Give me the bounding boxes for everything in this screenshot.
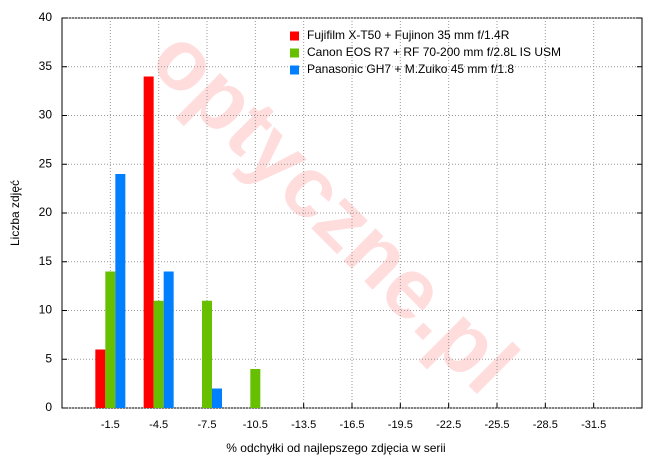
bar [163, 271, 174, 408]
y-tick-label: 20 [39, 205, 53, 219]
legend-label: Panasonic GH7 + M.Zuiko 45 mm f/1.8 [307, 62, 514, 76]
x-tick-label: -16.5 [339, 419, 364, 431]
legend-swatch [290, 65, 299, 75]
bar [143, 76, 154, 408]
bar [153, 300, 164, 408]
bar [250, 369, 261, 408]
y-tick-label: 40 [39, 10, 53, 24]
x-tick-label: -22.5 [436, 419, 461, 431]
bar [202, 300, 212, 408]
y-tick-label: 5 [45, 351, 52, 365]
bar [115, 174, 126, 408]
x-tick-label: -1.5 [101, 419, 120, 431]
y-tick-label: 25 [39, 156, 53, 170]
x-tick-label: -7.5 [198, 419, 217, 431]
x-tick-label: -31.5 [581, 419, 606, 431]
bar [212, 388, 222, 408]
legend-label: Canon EOS R7 + RF 70-200 mm f/2.8L IS US… [307, 45, 561, 59]
x-axis-title: % odchyłki od najlepszego zdjęcia w seri… [226, 441, 445, 455]
x-tick-label: -10.5 [243, 419, 268, 431]
bar [105, 271, 116, 408]
y-tick-label: 35 [39, 59, 53, 73]
x-tick-label: -13.5 [291, 419, 316, 431]
y-tick-label: 10 [39, 303, 53, 317]
x-tick-label: -4.5 [149, 419, 168, 431]
x-tick-label: -28.5 [533, 419, 558, 431]
y-tick-label: 15 [39, 254, 53, 268]
bar [95, 349, 106, 408]
y-tick-label: 0 [45, 400, 52, 414]
y-tick-label: 30 [39, 108, 53, 122]
legend-swatch [290, 31, 299, 41]
legend-label: Fujifilm X-T50 + Fujinon 35 mm f/1.4R [307, 28, 510, 42]
x-tick-label: -19.5 [388, 419, 413, 431]
x-tick-label: -25.5 [484, 419, 509, 431]
legend-swatch [290, 48, 299, 58]
y-axis-title: Liczba zdjęć [8, 180, 22, 246]
